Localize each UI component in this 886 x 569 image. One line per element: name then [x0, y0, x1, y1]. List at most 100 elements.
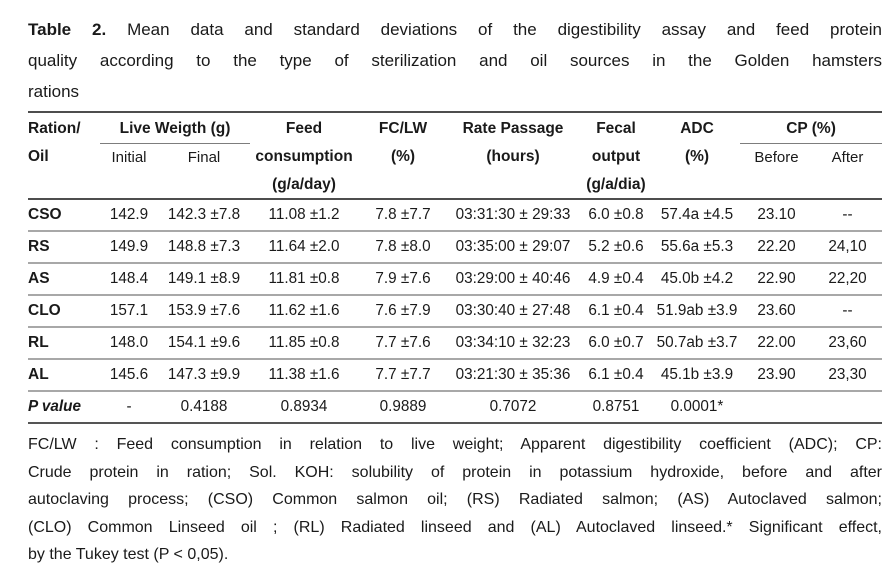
cell-cp-before: 23.90 [757, 366, 796, 383]
table-row-p-value: P value - 0.4188 0.8934 0.9889 0.7072 0.… [28, 391, 883, 423]
cell-cp-after: -- [842, 302, 853, 319]
col-header-cp-before: Before [754, 149, 799, 166]
col-header-cp: CP (%) [740, 112, 883, 144]
col-header-fecal-output: output [591, 148, 641, 166]
cell-final: 149.1 ±8.9 [167, 270, 241, 287]
cell-fecal: 6.0 ±0.7 [588, 334, 644, 351]
cell-initial: 157.1 [109, 302, 149, 319]
caption-line-1: Table 2. Mean data and standard deviatio… [28, 14, 882, 45]
cell-p-rate: 0.7072 [489, 398, 537, 415]
col-header-rate-unit: (hours) [486, 148, 540, 166]
cell-p-adc: 0.0001* [670, 398, 724, 415]
header-row-2: Oil Initial Final consumption (%) (hours… [28, 144, 882, 172]
cell-initial: 148.0 [109, 334, 149, 351]
empty-cell [158, 171, 251, 200]
cell-cp-before: 22.00 [757, 334, 796, 351]
cell-ration: AS [28, 270, 50, 287]
cell-ration: RS [28, 238, 50, 255]
col-header-fecal-unit: (g/a/dia) [578, 171, 655, 200]
footnote-line-5: by the Tukey test (P < 0,05). [28, 546, 229, 563]
empty-cell [358, 171, 449, 200]
cell-cp-before: 22.90 [757, 270, 796, 287]
col-header-ration: Ration/ [28, 120, 81, 138]
cell-p-initial: - [126, 398, 132, 415]
caption-line-3: rations [28, 82, 80, 101]
cell-rate: 03:30:40 ± 27:48 [455, 302, 571, 319]
cell-p-fecal: 0.8751 [592, 398, 640, 415]
cell-cp-after: 23,30 [828, 366, 867, 383]
col-header-live-weight: Live Weigth (g) [100, 112, 251, 144]
cell-cp-before: 22.20 [757, 238, 796, 255]
cell-ration: CSO [28, 206, 62, 223]
caption-line-2: quality according to the type of sterili… [28, 51, 882, 70]
cell-initial: 149.9 [109, 238, 149, 255]
col-header-oil: Oil [28, 148, 49, 166]
cell-fclw: 7.8 ±7.7 [375, 206, 431, 223]
table-row-clo: CLO 157.1 153.9 ±7.6 11.62 ±1.6 7.6 ±7.9… [28, 295, 883, 327]
cell-adc: 50.7ab ±3.7 [656, 334, 738, 351]
cell-adc: 45.1b ±3.9 [660, 366, 734, 383]
caption-text-1: Mean data and standard deviations of the… [127, 20, 883, 39]
cell-rate: 03:34:10 ± 32:23 [455, 334, 571, 351]
col-header-adc: ADC [680, 120, 714, 138]
cell-adc: 51.9ab ±3.9 [656, 302, 738, 319]
col-header-feed-unit: (g/a/day) [250, 171, 359, 200]
empty-cell [654, 171, 741, 200]
cell-final: 148.8 ±7.3 [167, 238, 241, 255]
footnote-line-1: FC/LW : Feed consumption in relation to … [28, 436, 882, 453]
table-row-al: AL 145.6 147.3 ±9.9 11.38 ±1.6 7.7 ±7.7 … [28, 359, 883, 391]
empty-cell [28, 171, 100, 200]
cell-fecal: 4.9 ±0.4 [588, 270, 644, 287]
empty-cell [100, 171, 158, 200]
cell-cp-before: 23.10 [757, 206, 796, 223]
data-table: Ration/ Live Weigth (g) Feed FC/LW Rate … [28, 111, 883, 424]
cell-fecal: 6.0 ±0.8 [588, 206, 644, 223]
cell-final: 142.3 ±7.8 [167, 206, 241, 223]
cell-feed: 11.62 ±1.6 [268, 302, 340, 319]
footnote-line-2: Crude protein in ration; Sol. KOH: solub… [28, 463, 882, 481]
empty-cell [813, 171, 883, 200]
footnote-line-3: autoclaving process; (CSO) Common salmon… [28, 491, 882, 508]
header-row-3: (g/a/day) (g/a/dia) [28, 171, 883, 200]
header-row-1: Ration/ Live Weigth (g) Feed FC/LW Rate … [28, 112, 883, 144]
table-row-rl: RL 148.0 154.1 ±9.6 11.85 ±0.8 7.7 ±7.6 … [28, 327, 883, 359]
cell-ration: RL [28, 334, 49, 351]
table-row-cso: CSO 142.9 142.3 ±7.8 11.08 ±1.2 7.8 ±7.7… [28, 199, 883, 231]
cell-cp-after: 24,10 [828, 238, 867, 255]
cell-p-fclw: 0.9889 [379, 398, 427, 415]
col-header-fclw: FC/LW [378, 120, 428, 138]
cell-p-feed: 0.8934 [280, 398, 328, 415]
cell-fclw: 7.9 ±7.6 [375, 270, 431, 287]
cell-initial: 142.9 [109, 206, 149, 223]
cell-fclw: 7.7 ±7.6 [375, 334, 431, 351]
col-header-rate-passage: Rate Passage [462, 120, 564, 138]
col-header-fclw-unit: (%) [390, 148, 416, 166]
col-header-cp-after: After [831, 149, 864, 166]
cell-feed: 11.08 ±1.2 [268, 206, 340, 223]
col-header-fecal: Fecal [596, 120, 636, 138]
col-header-adc-unit: (%) [684, 148, 710, 166]
cell-fclw: 7.6 ±7.9 [375, 302, 431, 319]
cell-cp-after: 22,20 [828, 270, 867, 287]
caption-label: Table 2. [28, 20, 107, 39]
cell-final: 153.9 ±7.6 [167, 302, 241, 319]
cell-initial: 145.6 [109, 366, 149, 383]
cell-adc: 55.6a ±5.3 [660, 238, 734, 255]
empty-cell [448, 171, 579, 200]
cell-feed: 11.85 ±0.8 [268, 334, 340, 351]
cell-cp-after: -- [842, 206, 853, 223]
cell-rate: 03:31:30 ± 29:33 [455, 206, 571, 223]
col-header-feed: Feed [285, 120, 323, 138]
cell-fecal: 6.1 ±0.4 [588, 302, 644, 319]
cell-fecal: 5.2 ±0.6 [588, 238, 644, 255]
cell-p-cp-after [813, 391, 882, 423]
cell-feed: 11.64 ±2.0 [268, 238, 340, 255]
empty-cell [740, 171, 814, 200]
footnote-line-4: (CLO) Common Linseed oil ; (RL) Radiated… [28, 518, 882, 536]
col-header-final: Final [187, 149, 221, 166]
cell-cp-after: 23,60 [828, 334, 867, 351]
cell-adc: 57.4a ±4.5 [660, 206, 734, 223]
table-row-as: AS 148.4 149.1 ±8.9 11.81 ±0.8 7.9 ±7.6 … [28, 263, 883, 295]
cell-adc: 45.0b ±4.2 [660, 270, 734, 287]
